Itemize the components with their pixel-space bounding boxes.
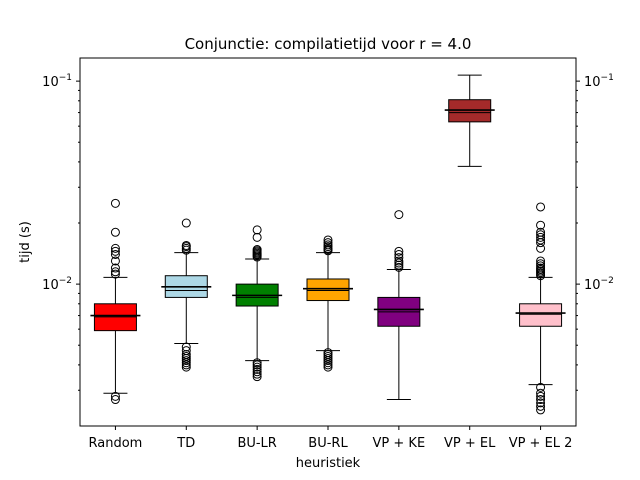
x-tick-label: VP + KE bbox=[373, 436, 426, 451]
box-td bbox=[161, 218, 212, 372]
outlier-point bbox=[323, 235, 333, 245]
outlier-point bbox=[252, 369, 262, 379]
outlier-point bbox=[181, 218, 191, 228]
outlier-point bbox=[323, 356, 333, 366]
outlier-point bbox=[181, 362, 191, 372]
box-group bbox=[90, 74, 566, 415]
outlier-point bbox=[110, 391, 120, 401]
outlier-point bbox=[181, 354, 191, 364]
axes-group: Random TD BU-LR BU-RL VP + KE VP + EL VP + EL … bbox=[42, 73, 614, 451]
outlier-point bbox=[394, 249, 404, 259]
outlier-point bbox=[536, 230, 546, 240]
x-axis-label: heuristiek bbox=[296, 456, 361, 471]
outlier-point bbox=[536, 401, 546, 411]
outlier-point bbox=[536, 259, 546, 269]
outlier-point bbox=[110, 249, 120, 259]
outlier-point bbox=[394, 253, 404, 263]
outlier-point bbox=[110, 256, 120, 266]
x-tick-label: BU-LR bbox=[237, 436, 276, 451]
outlier-point bbox=[394, 256, 404, 266]
outlier-point bbox=[110, 243, 120, 253]
outlier-point bbox=[536, 227, 546, 237]
outlier-point bbox=[536, 232, 546, 242]
outlier-point bbox=[536, 382, 546, 392]
outlier-point bbox=[110, 267, 120, 277]
outlier-point bbox=[536, 256, 546, 266]
box-iqr bbox=[306, 278, 350, 302]
y-tick-label-right: 10−1 bbox=[584, 73, 614, 90]
outlier-point bbox=[252, 232, 262, 242]
y-tick-label-right: 10−2 bbox=[584, 276, 614, 293]
y-tick-label-left: 10−1 bbox=[42, 73, 72, 90]
outlier-point bbox=[394, 260, 404, 270]
outlier-point bbox=[181, 240, 191, 250]
outlier-point bbox=[536, 263, 546, 273]
box-vp-el-2 bbox=[515, 202, 566, 415]
x-tick-label: VP + EL bbox=[444, 436, 496, 451]
y-axis-label: tijd (s) bbox=[18, 221, 33, 263]
outlier-point bbox=[110, 263, 120, 273]
x-tick-label: VP + EL 2 bbox=[509, 436, 573, 451]
outlier-point bbox=[252, 362, 262, 372]
chart-title: Conjunctie: compilatietijd voor r = 4.0 bbox=[185, 35, 472, 53]
outlier-point bbox=[394, 262, 404, 272]
box-vp-ke bbox=[373, 210, 424, 401]
outlier-point bbox=[323, 358, 333, 368]
outlier-point bbox=[323, 354, 333, 364]
outlier-point bbox=[110, 269, 120, 279]
outlier-point bbox=[252, 360, 262, 370]
outlier-point bbox=[252, 245, 262, 255]
outlier-point bbox=[252, 358, 262, 368]
outlier-point bbox=[323, 238, 333, 248]
box-bu-rl bbox=[303, 235, 353, 372]
box-vp-el bbox=[444, 74, 495, 167]
outlier-point bbox=[536, 391, 546, 401]
box-random bbox=[90, 198, 141, 405]
outlier-point bbox=[536, 220, 546, 230]
outlier-point bbox=[252, 364, 262, 374]
outlier-point bbox=[536, 388, 546, 398]
outlier-point bbox=[252, 225, 262, 235]
outlier-point bbox=[181, 360, 191, 370]
outlier-point bbox=[394, 210, 404, 220]
outlier-point bbox=[323, 240, 333, 250]
outlier-point bbox=[536, 202, 546, 212]
outlier-point bbox=[252, 367, 262, 377]
outlier-point bbox=[323, 360, 333, 370]
outlier-point bbox=[110, 198, 120, 208]
x-tick-label: BU-RL bbox=[308, 436, 348, 451]
outlier-point bbox=[181, 358, 191, 368]
outlier-point bbox=[110, 395, 120, 405]
outlier-point bbox=[536, 395, 546, 405]
outlier-point bbox=[536, 398, 546, 408]
y-tick-label-left: 10−2 bbox=[42, 276, 72, 293]
outlier-point bbox=[394, 246, 404, 256]
outlier-point bbox=[110, 246, 120, 256]
box-iqr bbox=[519, 303, 563, 327]
outlier-point bbox=[252, 372, 262, 382]
outlier-point bbox=[181, 356, 191, 366]
outlier-point bbox=[536, 405, 546, 415]
outlier-point bbox=[536, 261, 546, 271]
x-tick-label: Random bbox=[89, 436, 143, 451]
x-tick-label: TD bbox=[176, 436, 195, 451]
outlier-point bbox=[110, 227, 120, 237]
outlier-point bbox=[323, 362, 333, 372]
box-bu-lr bbox=[232, 225, 283, 382]
